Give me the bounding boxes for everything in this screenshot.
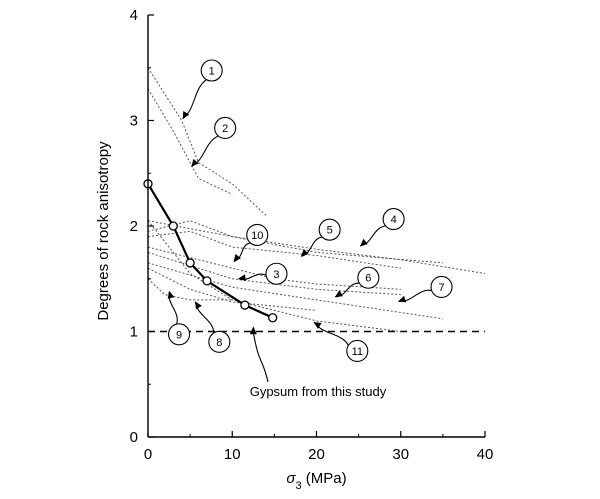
- gypsum-point-5: [240, 300, 250, 310]
- callout-circle-8: [208, 330, 231, 353]
- y-axis-title: Degrees of rock anisotropy: [95, 141, 112, 321]
- callout-circle-6: [357, 266, 380, 289]
- callout-label-9: 9: [176, 329, 182, 341]
- series-line-2: [147, 88, 233, 195]
- callout-arrowhead-5: [301, 249, 309, 257]
- callout-label-6: 6: [365, 273, 371, 285]
- callout-circle-11: [346, 339, 369, 363]
- gypsum-point-6: [268, 313, 278, 323]
- x-axis-title: σ3 (MPa): [286, 470, 346, 492]
- annotation-leader: [252, 332, 269, 383]
- series-line-4: [147, 220, 486, 274]
- callout-circle-5: [318, 218, 341, 241]
- callout-arrowhead-1: [182, 111, 190, 119]
- annotation-gypsum-label: Gypsum from this study: [250, 384, 387, 399]
- callout-circle-7: [430, 275, 453, 299]
- y-tick-label-0: 0: [130, 429, 138, 446]
- callout-arrowhead-3: [238, 274, 246, 282]
- x-axis-symbol: σ: [286, 470, 296, 487]
- x-tick-label-20: 20: [308, 446, 325, 463]
- series-line-7: [147, 262, 443, 320]
- callout-circle-4: [382, 208, 405, 231]
- callout-label-8: 8: [216, 337, 222, 349]
- callout-circle-3: [265, 262, 288, 285]
- callout-label-1: 1: [209, 66, 215, 78]
- series-line-11: [147, 220, 401, 332]
- series-line-8: [147, 267, 317, 311]
- y-tick-label-2: 2: [130, 218, 138, 235]
- gypsum-point-2: [168, 221, 178, 231]
- y-tick-label-4: 4: [130, 7, 138, 24]
- callout-arrowhead-9: [167, 291, 175, 299]
- callout-circle-9: [168, 323, 191, 346]
- callout-label-11: 11: [352, 346, 363, 358]
- callout-circle-1: [200, 59, 223, 82]
- annotation-arrowhead: [249, 326, 257, 335]
- gypsum-point-4: [202, 276, 212, 286]
- gypsum-series-line: [147, 183, 274, 319]
- callout-arrowhead-2: [191, 158, 199, 167]
- callout-label-7: 7: [438, 282, 444, 294]
- callout-circle-2: [214, 116, 237, 140]
- gypsum-point-3: [185, 258, 195, 268]
- series-line-3: [147, 246, 401, 290]
- y-tick-label-3: 3: [130, 113, 138, 130]
- callout-label-10: 10: [251, 230, 263, 242]
- y-tick-label-1: 1: [130, 324, 138, 341]
- callout-label-4: 4: [391, 214, 397, 226]
- x-tick-label-10: 10: [224, 446, 241, 463]
- callout-arrowhead-8: [195, 301, 202, 310]
- x-axis-unit: (MPa): [302, 470, 347, 487]
- callout-label-2: 2: [222, 123, 228, 135]
- x-axis-subscript: 3: [295, 480, 301, 492]
- callout-arrowhead-11: [314, 322, 322, 329]
- callout-arrowhead-10: [233, 253, 241, 262]
- x-tick-label-30: 30: [392, 446, 409, 463]
- callout-label-5: 5: [327, 225, 333, 237]
- x-tick-label-0: 0: [144, 446, 152, 463]
- x-tick-label-40: 40: [477, 446, 494, 463]
- callout-arrowhead-7: [398, 295, 407, 303]
- callout-circle-10: [246, 223, 269, 246]
- callout-arrowhead-4: [360, 238, 368, 246]
- callout-label-3: 3: [273, 269, 279, 281]
- callout-arrowhead-6: [335, 290, 343, 297]
- series-line-1: [147, 67, 267, 216]
